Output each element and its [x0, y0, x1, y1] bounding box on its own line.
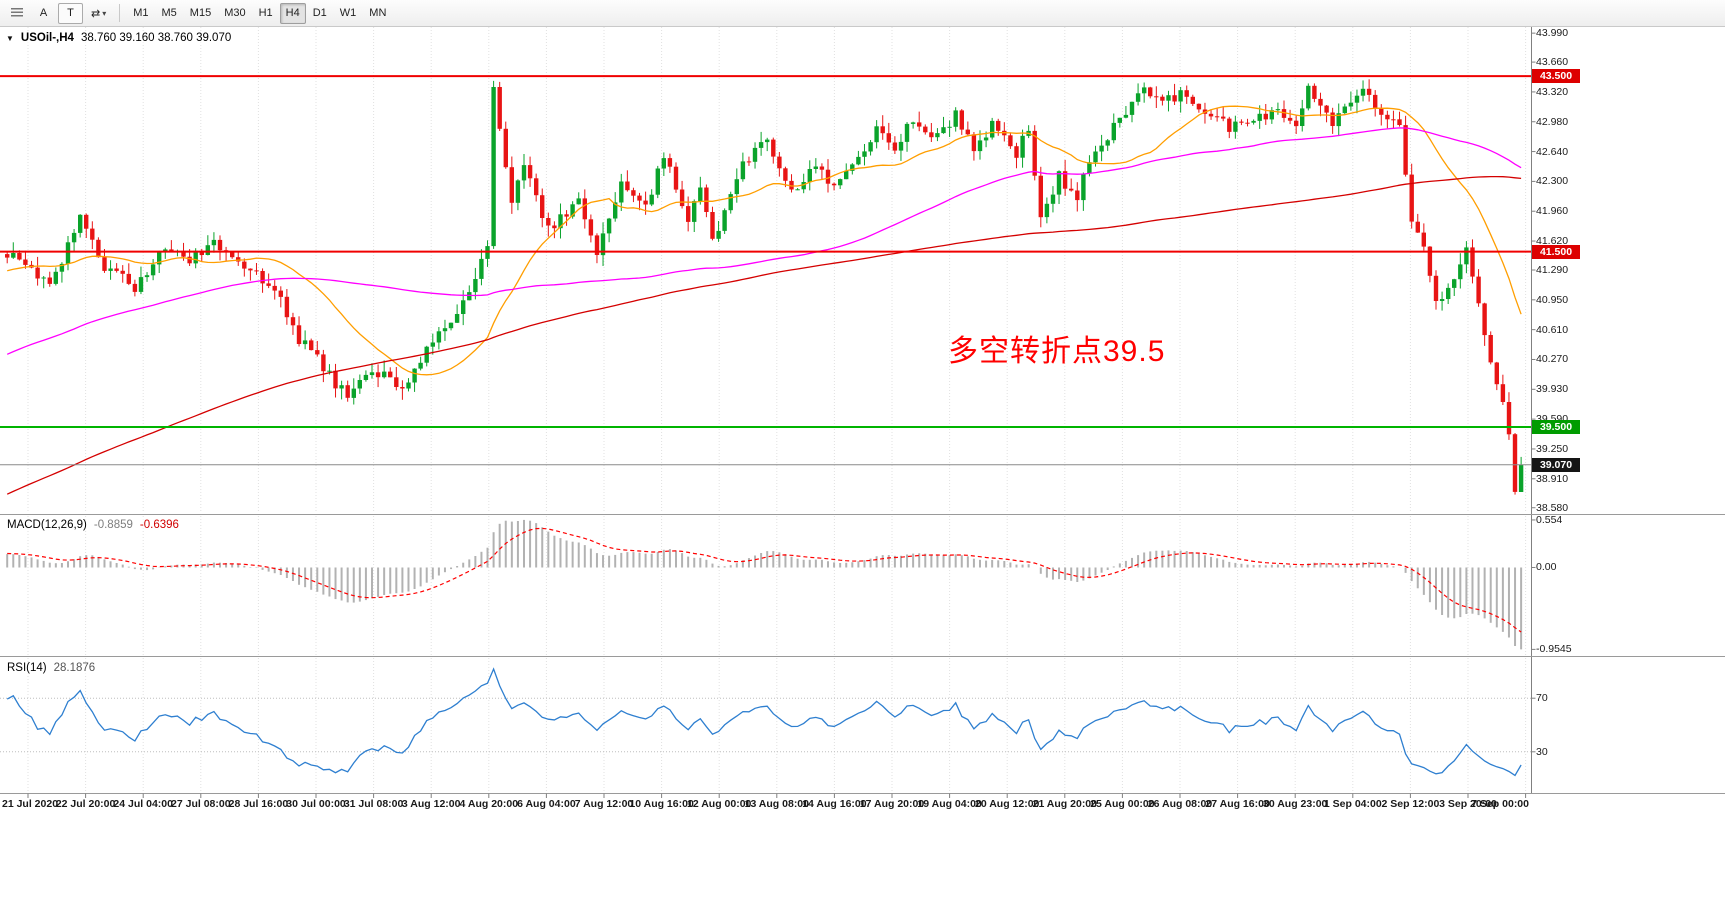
timeframe-button-w1[interactable]: W1: [334, 3, 363, 24]
macd-axis-label: 0.00: [1536, 561, 1557, 574]
time-axis-label: 27 Jul 08:00: [171, 798, 231, 810]
time-axis-label: 13 Aug 08:00: [744, 798, 809, 810]
price-axis-label: 43.320: [1536, 85, 1569, 98]
time-axis-label: 14 Aug 16:00: [802, 798, 867, 810]
grid-lines: [27, 27, 1527, 792]
price-axis-label: 38.910: [1536, 472, 1569, 485]
timeframe-button-h1[interactable]: H1: [253, 3, 279, 24]
rsi-indicator: [0, 667, 1531, 777]
rsi-name: RSI(14): [7, 662, 47, 674]
price-axis-label: 41.290: [1536, 264, 1569, 276]
chart-symbol-label: USOil-,H4: [20, 32, 74, 44]
time-axis-label: 17 Aug 20:00: [859, 798, 925, 810]
price-axis-label: 40.270: [1536, 353, 1569, 366]
macd-axis-label: -0.9545: [1536, 643, 1572, 656]
rsi-value: 28.1876: [53, 662, 96, 674]
macd-name: MACD(12,26,9): [7, 519, 87, 531]
chart-list-button[interactable]: [4, 3, 29, 24]
chevron-down-icon: ▾: [102, 8, 107, 18]
price-axis-label: 43.990: [1536, 27, 1569, 40]
timeframe-button-h4[interactable]: H4: [279, 2, 306, 24]
rsi-label: RSI(14) 28.1876: [7, 662, 96, 674]
chart-title-bar: ▼ USOil-,H4 38.760 39.160 38.760 39.070: [6, 32, 232, 44]
time-axis-label: 24 Jul 04:00: [113, 798, 173, 810]
price-axis-label: 39.250: [1536, 442, 1569, 455]
cycle-arrows-icon: ⇄: [91, 7, 101, 20]
time-axis-label: 26 Aug 08:00: [1147, 798, 1213, 810]
timeframe-button-m1[interactable]: M1: [127, 3, 154, 24]
time-axis-label: 30 Aug 23:00: [1262, 798, 1328, 810]
price-axis[interactable]: [1531, 27, 1725, 793]
rsi-axis-label: 30: [1536, 745, 1548, 758]
timeframe-button-m15[interactable]: M15: [184, 3, 217, 24]
time-axis-label: 27 Aug 16:00: [1205, 798, 1270, 810]
collapse-triangle-icon[interactable]: ▼: [6, 33, 14, 43]
macd-axis-label: 0.554: [1536, 513, 1563, 526]
chart-ohlc-values: 38.760 39.160 38.760 39.070: [80, 32, 232, 44]
time-axis-label: 6 Aug 04:00: [517, 798, 576, 810]
time-axis-label: 20 Aug 12:00: [974, 798, 1040, 810]
timeframe-button-d1[interactable]: D1: [307, 3, 333, 24]
price-axis-label: 38.580: [1536, 501, 1569, 514]
price-level-badge: 43.500: [1532, 69, 1580, 84]
chart-annotation-text: 多空转折点39.5: [948, 335, 1166, 368]
list-lines-icon: [10, 8, 23, 18]
time-axis-label: 7 Aug 12:00: [574, 798, 634, 810]
time-axis-label: 10 Aug 16:00: [629, 798, 694, 810]
price-axis-label: 42.300: [1536, 175, 1569, 188]
time-axis-label: 21 Aug 20:00: [1032, 798, 1097, 810]
time-axis-label: 19 Aug 04:00: [917, 798, 982, 810]
macd-indicator: [6, 519, 1523, 650]
price-axis-label: 41.960: [1536, 205, 1569, 218]
time-axis-label: 31 Jul 08:00: [343, 798, 404, 810]
time-axis-label: 2 Sep 12:00: [1381, 798, 1440, 810]
text-tool-button[interactable]: T: [58, 2, 83, 24]
time-axis-label: 22 Jul 20:00: [55, 798, 116, 810]
price-axis-label: 40.950: [1536, 293, 1569, 306]
time-axis-label: 12 Aug 00:00: [686, 798, 752, 810]
price-level-badge: 39.500: [1532, 420, 1580, 435]
candlestick-series: [5, 79, 1524, 495]
timeframe-button-mn[interactable]: MN: [363, 3, 392, 24]
annotation-cursor-tool-button[interactable]: A: [31, 3, 56, 24]
moving-average-lines: [6, 105, 1522, 495]
macd-label: MACD(12,26,9) -0.8859 -0.6396: [7, 519, 179, 531]
current-price-badge: 39.070: [1532, 457, 1580, 472]
time-axis-label: 3 Sep 20:00: [1439, 798, 1497, 810]
price-axis-label: 43.660: [1536, 56, 1569, 69]
time-axis-label: 21 Jul 2020: [2, 798, 59, 810]
timeframe-button-m5[interactable]: M5: [156, 3, 183, 24]
macd-main-value: -0.8859: [93, 519, 133, 531]
rsi-axis-label: 70: [1536, 692, 1548, 705]
macd-signal-value: -0.6396: [139, 519, 179, 531]
time-axis-label: 7 Sep 00:00: [1471, 798, 1529, 810]
time-axis-label: 3 Aug 12:00: [401, 798, 461, 810]
price-axis-label: 40.610: [1536, 323, 1569, 336]
price-axis-label: 39.930: [1536, 383, 1569, 396]
price-axis-label: 41.620: [1536, 235, 1569, 248]
cycle-symbol-tool-button[interactable]: ⇄ ▾: [85, 3, 112, 24]
toolbar-separator: [119, 4, 121, 22]
time-axis-label: 4 Aug 20:00: [459, 798, 519, 810]
price-level-badge: 41.500: [1532, 244, 1580, 259]
timeframe-button-m30[interactable]: M30: [218, 3, 251, 24]
time-axis-label: 28 Jul 16:00: [228, 798, 289, 810]
time-axis-label: 1 Sep 04:00: [1323, 798, 1382, 810]
horizontal-level-lines: [0, 75, 1531, 466]
price-axis-label: 42.980: [1536, 115, 1569, 128]
timeframe-group: M1 M5 M15 M30 H1 H4 D1 W1 MN: [127, 2, 392, 24]
time-axis-label: 25 Aug 00:00: [1090, 798, 1155, 810]
time-axis-label: 30 Jul 00:00: [286, 798, 346, 810]
toolbar: A T ⇄ ▾ M1 M5 M15 M30 H1 H4 D1 W1 MN: [0, 0, 1725, 27]
axis-frame: [0, 27, 1725, 798]
price-axis-label: 42.640: [1536, 145, 1569, 158]
